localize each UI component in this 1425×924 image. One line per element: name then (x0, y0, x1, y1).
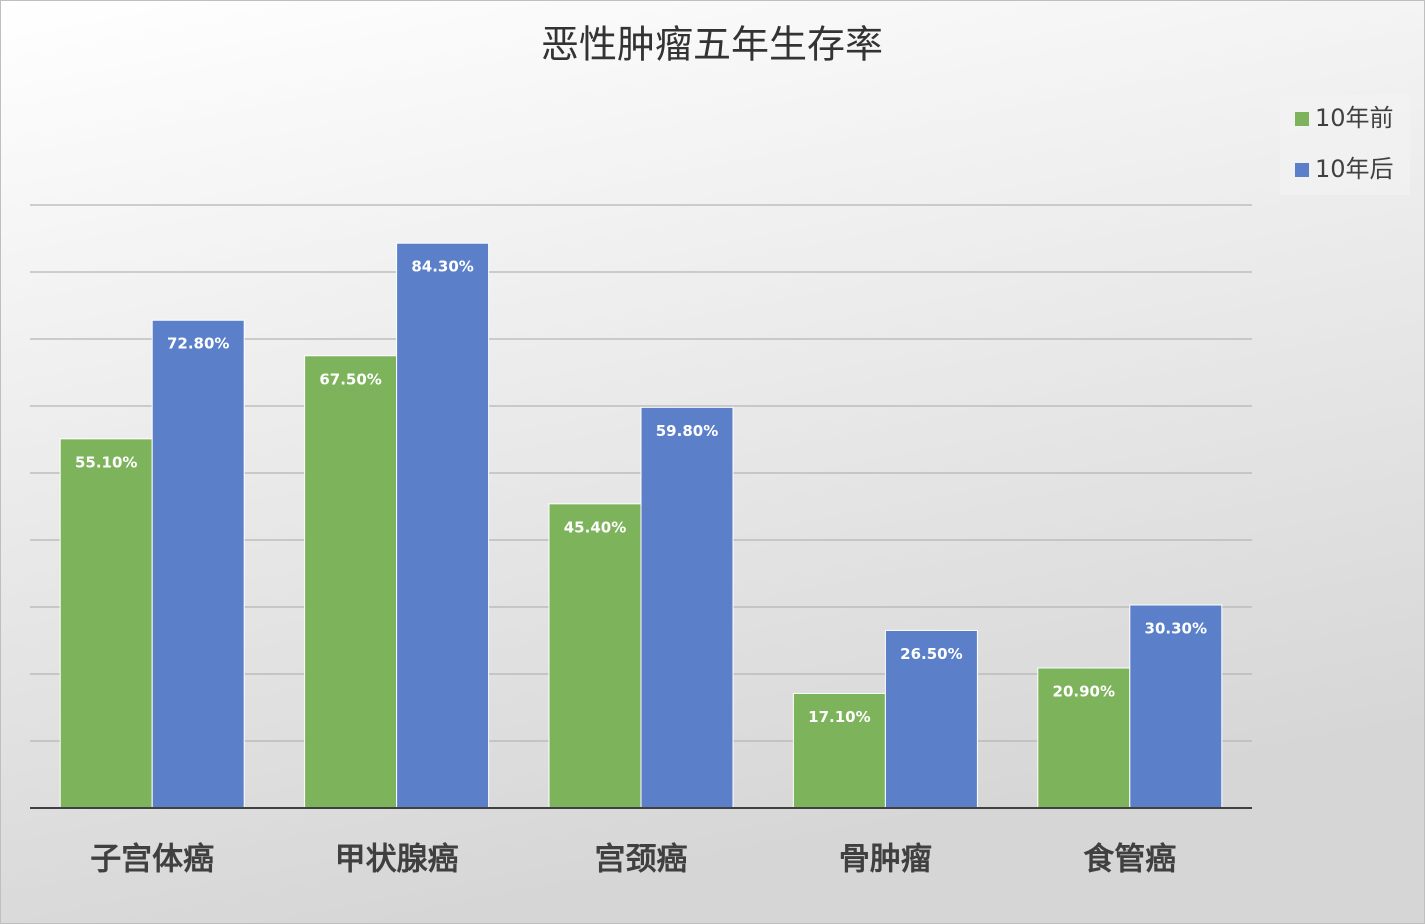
value-label: 45.40% (564, 518, 626, 536)
legend-box (1280, 95, 1410, 195)
x-tick-label: 子宫体癌 (90, 842, 214, 878)
legend-swatch (1295, 112, 1309, 126)
bar (640, 406, 734, 809)
value-label: 30.30% (1145, 619, 1207, 637)
value-label: 20.90% (1053, 682, 1115, 700)
x-tick-label: 甲状腺癌 (335, 842, 459, 878)
bar (1129, 604, 1223, 809)
value-label: 72.80% (167, 335, 229, 353)
bar (792, 692, 886, 809)
legend-swatch (1295, 163, 1309, 177)
value-label: 59.80% (656, 422, 718, 440)
bar (304, 355, 398, 809)
value-label: 26.50% (900, 645, 962, 663)
chart-title: 恶性肿瘤五年生存率 (541, 23, 883, 67)
legend-label: 10年前 (1315, 104, 1394, 132)
value-label: 55.10% (75, 453, 137, 471)
legend-label: 10年后 (1315, 155, 1394, 183)
bar (59, 438, 153, 809)
x-tick-label: 骨肿瘤 (839, 842, 932, 878)
value-label: 84.30% (411, 258, 473, 276)
value-label: 67.50% (319, 370, 381, 388)
bar (884, 629, 978, 809)
x-tick-label: 宫颈癌 (595, 842, 688, 878)
value-label: 17.10% (808, 708, 870, 726)
bar (151, 319, 245, 809)
bar (396, 242, 490, 809)
bar (548, 503, 642, 809)
x-tick-label: 食管癌 (1083, 842, 1176, 878)
